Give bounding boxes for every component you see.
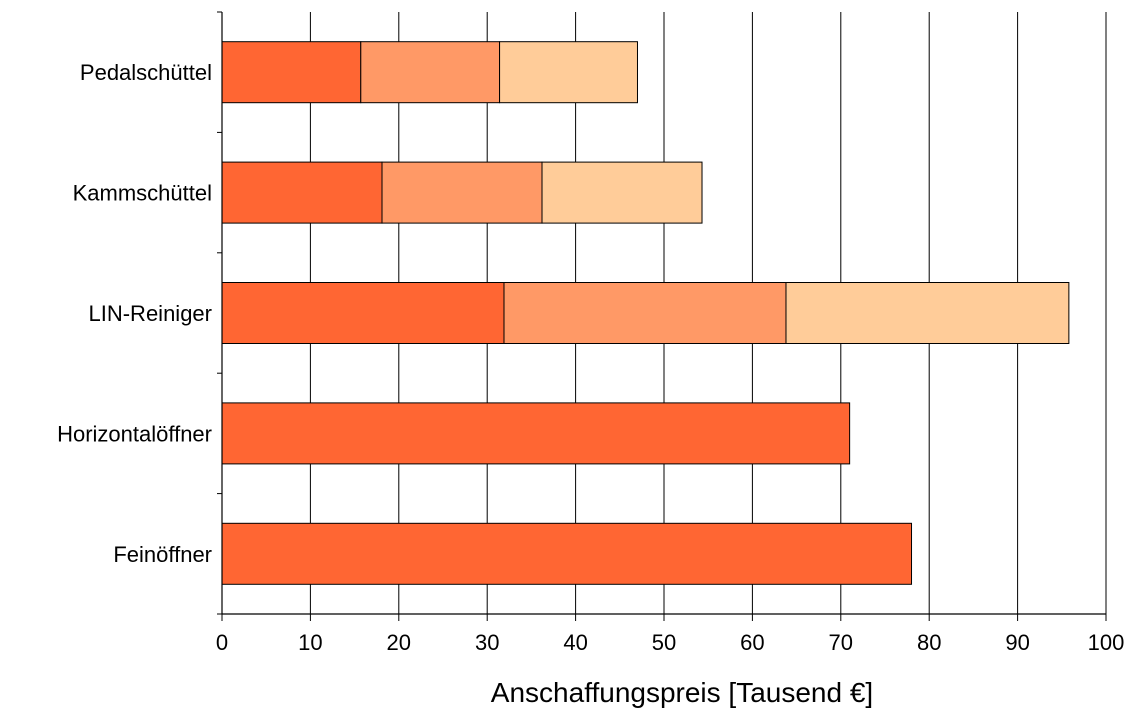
x-tick-label: 60	[740, 630, 764, 655]
x-tick-label: 40	[563, 630, 587, 655]
bar-segment	[381, 161, 543, 224]
x-tick-label: 30	[475, 630, 499, 655]
axes	[217, 11, 1107, 621]
category-label: Kammschüttel	[73, 181, 212, 206]
x-tick-label: 0	[216, 630, 228, 655]
bar-segment	[221, 522, 913, 585]
x-tick-label: 80	[917, 630, 941, 655]
bar-segment	[221, 282, 505, 344]
bar-segment	[360, 41, 501, 104]
bar-segment	[785, 282, 1070, 344]
x-tick-label: 10	[298, 630, 322, 655]
x-tick-label: 50	[652, 630, 676, 655]
x-tick-labels: 0 10 20 30 40 50 60 70 80 90 100	[216, 630, 1124, 655]
x-tick-label: 100	[1088, 630, 1125, 655]
bar-segment	[541, 161, 703, 224]
bar-segment	[503, 282, 787, 344]
category-label: LIN-Reiniger	[89, 301, 213, 326]
x-tick-label: 20	[387, 630, 411, 655]
x-tick-label: 90	[1005, 630, 1029, 655]
bar-segment	[499, 41, 638, 104]
x-axis-title: Anschaffungspreis [Tausend €]	[491, 677, 873, 708]
bars	[221, 41, 1070, 585]
category-labels: Pedalschüttel Kammschüttel LIN-Reiniger Hor…	[57, 60, 212, 567]
x-tick-label: 70	[829, 630, 853, 655]
bar-segment	[221, 161, 383, 224]
category-label: Horizontalöffner	[57, 421, 212, 446]
bar-segment	[221, 41, 362, 104]
category-label: Pedalschüttel	[80, 60, 212, 85]
category-label: Feinöffner	[113, 542, 212, 567]
bar-segment	[221, 402, 851, 465]
